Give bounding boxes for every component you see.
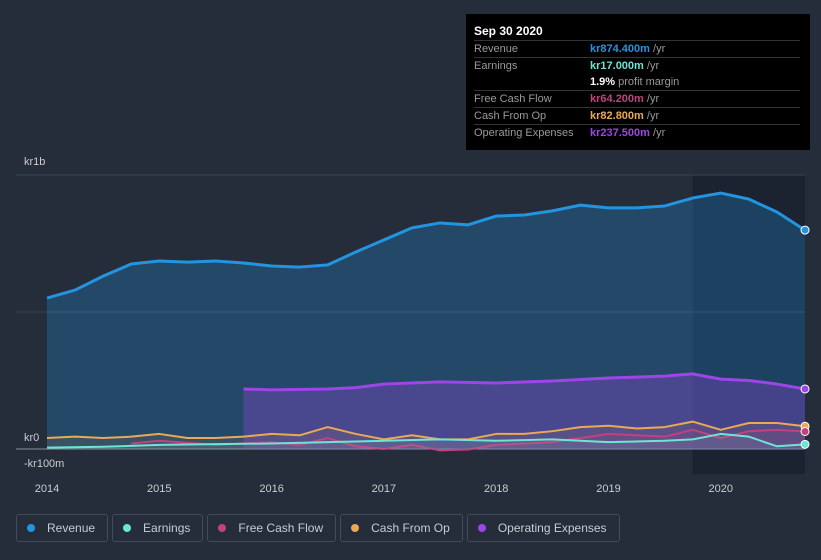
tooltip-amount: kr64.200m (590, 93, 644, 106)
tooltip-value: kr64.200m /yr (590, 91, 659, 107)
legend-label: Free Cash Flow (238, 521, 324, 535)
line-revenue (46, 191, 806, 300)
legend-item-free-cash-flow[interactable]: Free Cash Flow (207, 514, 337, 542)
line-earnings (46, 432, 806, 449)
legend-label: Earnings (143, 521, 191, 535)
endpoint-marker (800, 384, 810, 394)
endpoint-marker (800, 439, 810, 449)
x-tick-label: 2016 (259, 483, 283, 495)
x-tick-label: 2019 (596, 483, 620, 495)
tooltip: Sep 30 2020 Revenue kr874.400m /yr Earning… (466, 14, 810, 150)
tooltip-unit: /yr (643, 59, 660, 72)
line-operating-expenses (243, 372, 806, 392)
x-tick-label: 2018 (484, 483, 508, 495)
y-tick-label: -kr100m (24, 458, 64, 470)
legend-dot-icon (27, 524, 35, 532)
tooltip-label: Cash From Op (474, 110, 547, 123)
tooltip-value: kr82.800m /yr (590, 108, 659, 124)
tooltip-amount: kr17.000m (590, 59, 644, 72)
x-tick-label: 2020 (709, 483, 733, 495)
legend-label: Revenue (47, 521, 96, 535)
endpoint-marker (800, 225, 810, 235)
x-tick-label: 2014 (35, 483, 59, 495)
legend-item-earnings[interactable]: Earnings (112, 514, 204, 542)
tooltip-row: Operating Expenses kr237.500m /yr (474, 124, 800, 141)
tooltip-row: Earnings kr17.000m /yr (474, 56, 800, 74)
x-tick-label: 2017 (372, 483, 396, 495)
y-tick-label: kr1b (24, 156, 45, 168)
tooltip-amount: kr237.500m (590, 127, 650, 139)
tooltip-unit: /yr (649, 43, 666, 55)
y-tick-label: kr0 (24, 432, 39, 444)
tooltip-row: Free Cash Flow kr64.200m /yr (474, 90, 800, 107)
tooltip-row: Revenue kr874.400m /yr (474, 40, 800, 57)
tooltip-value: kr237.500m /yr (590, 125, 665, 141)
area-revenue (47, 193, 806, 449)
area-earnings (47, 433, 806, 449)
tooltip-label: Earnings (474, 59, 518, 72)
tooltip-unit: /yr (643, 110, 660, 123)
tooltip-label: Revenue (474, 43, 519, 55)
chart: kr1b kr0 -kr100m 2014 2015 2016 2017 2018 2019 20… (16, 156, 810, 495)
tooltip-unit: /yr (649, 127, 666, 139)
legend-label: Operating Expenses (497, 521, 607, 535)
legend-dot-icon (218, 524, 227, 532)
area-operating-expenses (243, 373, 806, 449)
tooltip-amount: kr874.400m (590, 43, 650, 55)
tooltip-value: kr874.400m /yr (590, 41, 665, 57)
legend-item-cash-from-op[interactable]: Cash From Op (340, 514, 463, 542)
legend-label: Cash From Op (371, 521, 450, 535)
legend-dot-icon (477, 524, 486, 532)
tooltip-value: 1.9% profit margin (590, 74, 679, 90)
tooltip-label: Free Cash Flow (474, 93, 552, 106)
endpoint-marker (800, 426, 810, 436)
legend: Revenue Earnings Free Cash Flow Cash From O… (16, 514, 620, 542)
tooltip-amount: kr82.800m (590, 110, 644, 123)
tooltip-row: 1.9% profit margin (474, 74, 800, 90)
legend-dot-icon (123, 524, 132, 532)
legend-item-revenue[interactable]: Revenue (16, 514, 109, 542)
tooltip-label: Operating Expenses (474, 127, 574, 139)
tooltip-unit: /yr (643, 93, 660, 106)
tooltip-value: kr17.000m /yr (590, 58, 659, 74)
tooltip-date: Sep 30 2020 (474, 24, 543, 38)
x-tick-label: 2015 (147, 483, 171, 495)
tooltip-row: Cash From Op kr82.800m /yr (474, 107, 800, 124)
legend-item-operating-expenses[interactable]: Operating Expenses (466, 514, 620, 542)
line-cash-from-op (46, 420, 806, 441)
tooltip-amount: 1.9% (590, 75, 616, 88)
legend-dot-icon (351, 524, 360, 532)
tooltip-unit: profit margin (615, 75, 680, 88)
